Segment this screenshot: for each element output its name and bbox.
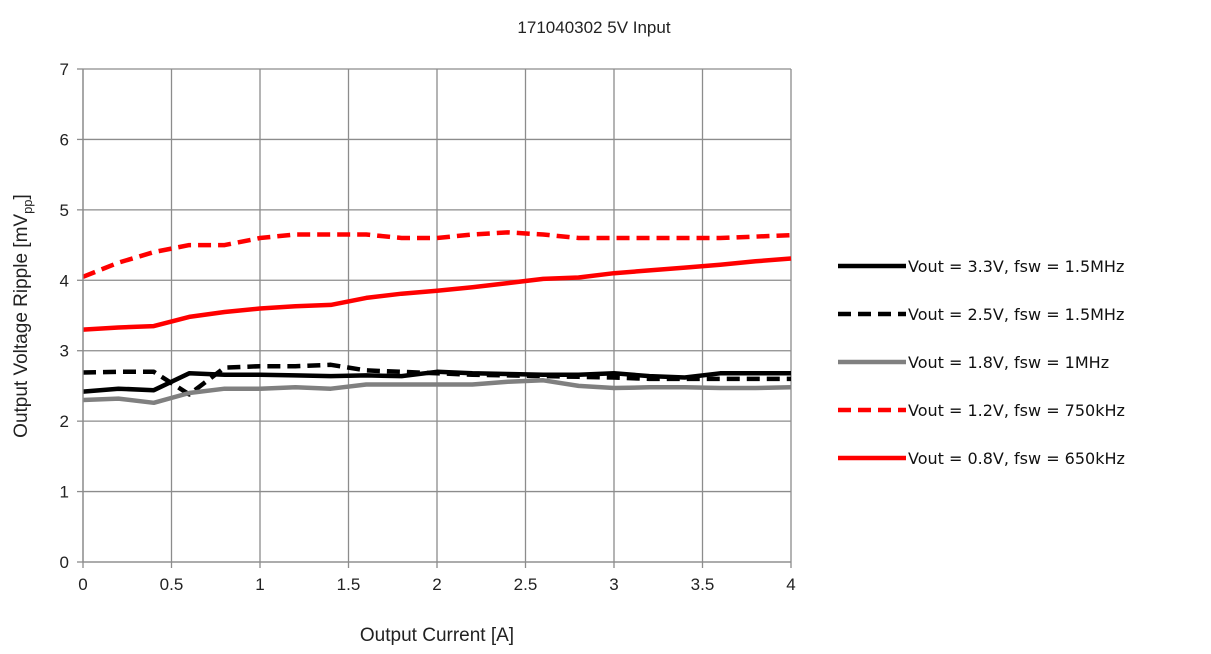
axes (77, 68, 792, 568)
y-axis-label-subscript: pp (20, 199, 35, 213)
series-line-vout-1-2v-fsw-750khz (82, 230, 792, 279)
legend-label: Vout = 1.2V, fsw = 750kHz (908, 401, 1125, 420)
tick-labels: 0 0.5 1 1.5 2 2.5 3 3.5 4 0 1 2 3 4 5 6 7 (60, 60, 796, 594)
legend-label: Vout = 1.8V, fsw = 1MHz (908, 353, 1109, 372)
legend: Vout = 3.3V, fsw = 1.5MHz Vout = 2.5V, fs… (838, 257, 1125, 468)
series-line-vout-1-8v-fsw-1mhz (82, 378, 792, 406)
y-tick-label: 6 (60, 130, 69, 149)
x-tick-label: 0.5 (160, 575, 184, 594)
x-tick-label: 0 (78, 575, 87, 594)
y-tick-label: 3 (60, 342, 69, 361)
x-tick-label: 1.5 (337, 575, 361, 594)
x-axis-label: Output Current [A] (360, 625, 514, 646)
y-tick-label: 1 (60, 483, 69, 502)
x-tick-label: 3.5 (691, 575, 715, 594)
x-tick-label: 1 (255, 575, 264, 594)
gridlines (82, 68, 792, 563)
legend-label: Vout = 2.5V, fsw = 1.5MHz (908, 305, 1124, 324)
x-tick-label: 2 (432, 575, 441, 594)
x-tick-label: 2.5 (514, 575, 538, 594)
x-tick-label: 4 (786, 575, 795, 594)
y-tick-label: 2 (60, 412, 69, 431)
x-tick-label: 3 (609, 575, 618, 594)
series-line-vout-0-8v-fsw-650khz (82, 256, 792, 332)
legend-label: Vout = 3.3V, fsw = 1.5MHz (908, 257, 1124, 276)
series-line-vout-2-5v-fsw-1-5mhz (82, 362, 791, 397)
y-axis-label-close: ] (11, 194, 32, 199)
legend-label: Vout = 0.8V, fsw = 650kHz (908, 449, 1125, 468)
y-tick-label: 7 (60, 60, 69, 79)
y-tick-label: 5 (60, 201, 69, 220)
series-lines (82, 230, 792, 406)
y-axis-label-main: Output Voltage Ripple [mV (11, 214, 32, 438)
y-tick-label: 0 (60, 553, 69, 572)
y-axis-label: Output Voltage Ripple [mVpp] (11, 194, 35, 438)
y-tick-label: 4 (60, 271, 69, 290)
chart-title: 171040302 5V Input (517, 18, 670, 37)
